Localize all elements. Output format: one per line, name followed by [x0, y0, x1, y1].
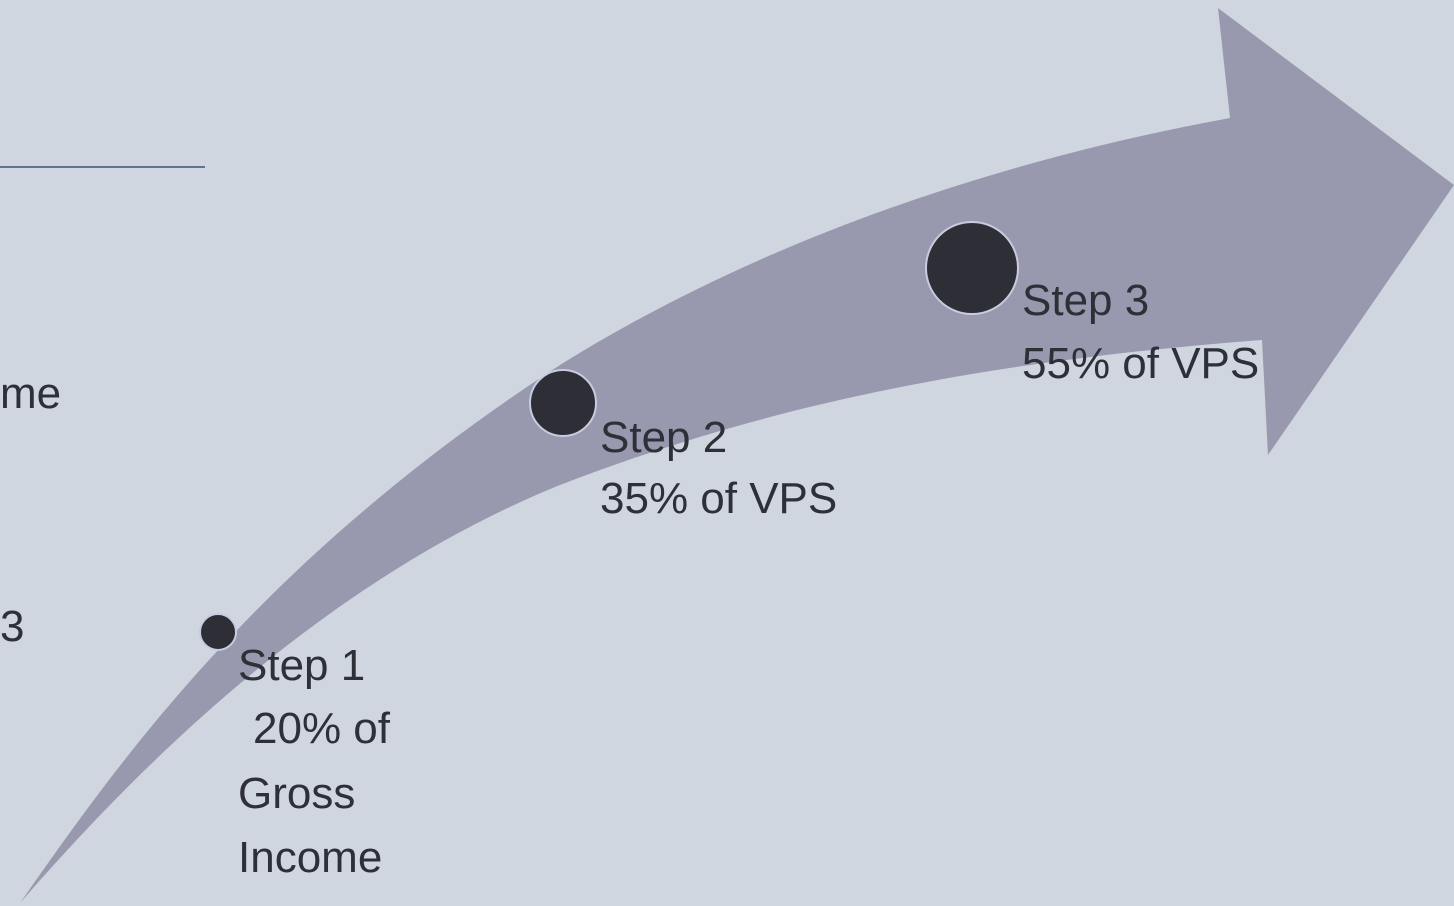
step-dot: [925, 221, 1019, 315]
growth-arrow: [20, 8, 1454, 903]
step-dot: [199, 613, 237, 651]
step-detail: Gross: [238, 769, 355, 818]
step-detail: Income: [238, 833, 382, 882]
step-detail: 35% of VPS: [600, 474, 837, 523]
step-title: Step 3: [1022, 276, 1149, 325]
step-title: Step 2: [600, 413, 727, 462]
step-dot: [529, 369, 597, 437]
step-detail: 55% of VPS: [1022, 339, 1259, 388]
left-fragment: me: [0, 369, 61, 418]
step-detail: 20% of: [253, 704, 391, 753]
left-fragment: 3: [0, 602, 24, 651]
step-title: Step 1: [238, 641, 365, 690]
